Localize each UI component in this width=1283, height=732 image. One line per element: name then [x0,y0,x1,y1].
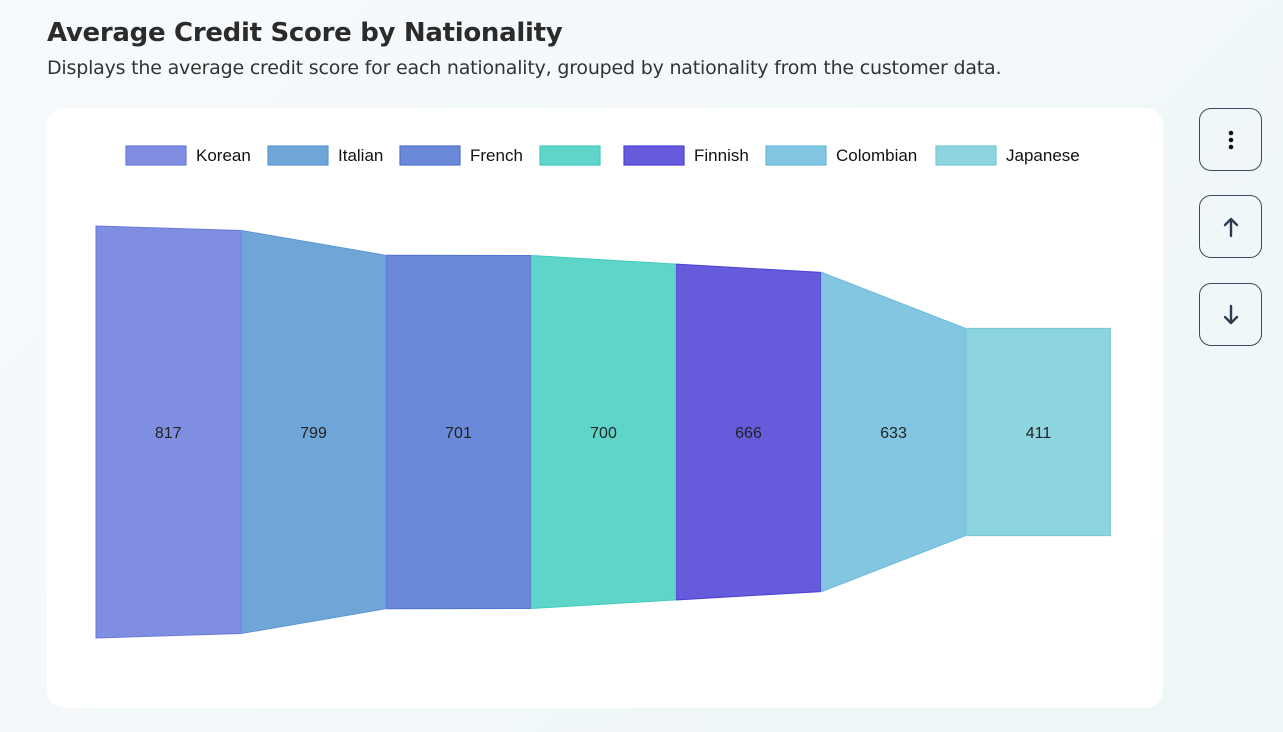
funnel-segment-unlabeled[interactable] [531,254,676,610]
page-subtitle: Displays the average credit score for ea… [47,57,1002,79]
legend-swatch-Colombian[interactable] [765,145,827,166]
data-label: 701 [445,425,472,442]
legend-swatch-Korean[interactable] [125,145,187,166]
funnel-segment-Italian[interactable] [241,229,386,635]
vertical-dots-icon [1228,130,1233,149]
data-label: 817 [155,425,182,442]
funnel-segment-Colombian[interactable] [821,271,966,593]
legend-label[interactable]: Colombian [836,146,917,165]
data-label: 633 [880,425,907,442]
move-down-button[interactable] [1199,283,1262,346]
page-title: Average Credit Score by Nationality [47,18,563,48]
legend-swatch-Finnish[interactable] [623,145,685,166]
data-label: 411 [1026,425,1052,442]
legend-swatch-unlabeled[interactable] [539,145,601,166]
move-up-button[interactable] [1199,195,1262,258]
more-options-button[interactable] [1199,108,1262,171]
funnel-segment-Finnish[interactable] [676,263,821,601]
legend-label[interactable]: Finnish [694,146,749,165]
legend-swatch-French[interactable] [399,145,461,166]
legend-swatch-Italian[interactable] [267,145,329,166]
data-label: 799 [300,425,327,442]
arrow-up-icon [1223,217,1238,237]
funnel-segment-French[interactable] [386,254,531,610]
legend-label[interactable]: Italian [338,146,383,165]
data-label: 666 [735,425,762,442]
funnel-segment-Japanese[interactable] [966,327,1111,537]
data-label: 700 [590,425,617,442]
legend-label[interactable]: Korean [196,146,251,165]
legend-label[interactable]: Japanese [1006,146,1080,165]
legend-swatch-Japanese[interactable] [935,145,997,166]
legend-label[interactable]: French [470,146,523,165]
funnel-segment-Korean[interactable] [95,225,241,639]
arrow-down-icon [1223,304,1238,324]
